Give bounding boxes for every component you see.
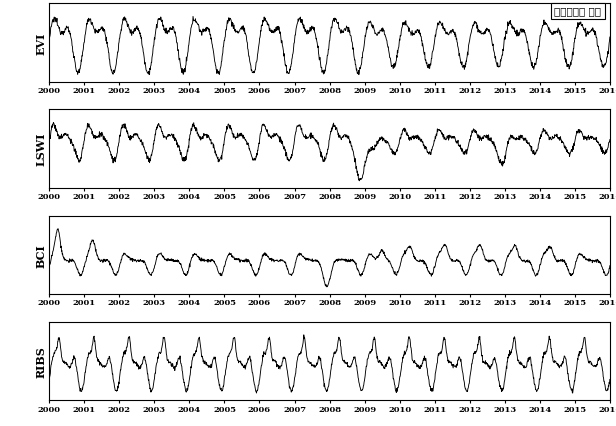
Y-axis label: EVI: EVI (36, 32, 46, 55)
Y-axis label: BCI: BCI (36, 243, 46, 267)
Y-axis label: RIBS: RIBS (36, 345, 46, 377)
Y-axis label: LSWI: LSWI (36, 132, 46, 166)
Text: 耕地流失： 荒化: 耕地流失： 荒化 (554, 7, 601, 17)
